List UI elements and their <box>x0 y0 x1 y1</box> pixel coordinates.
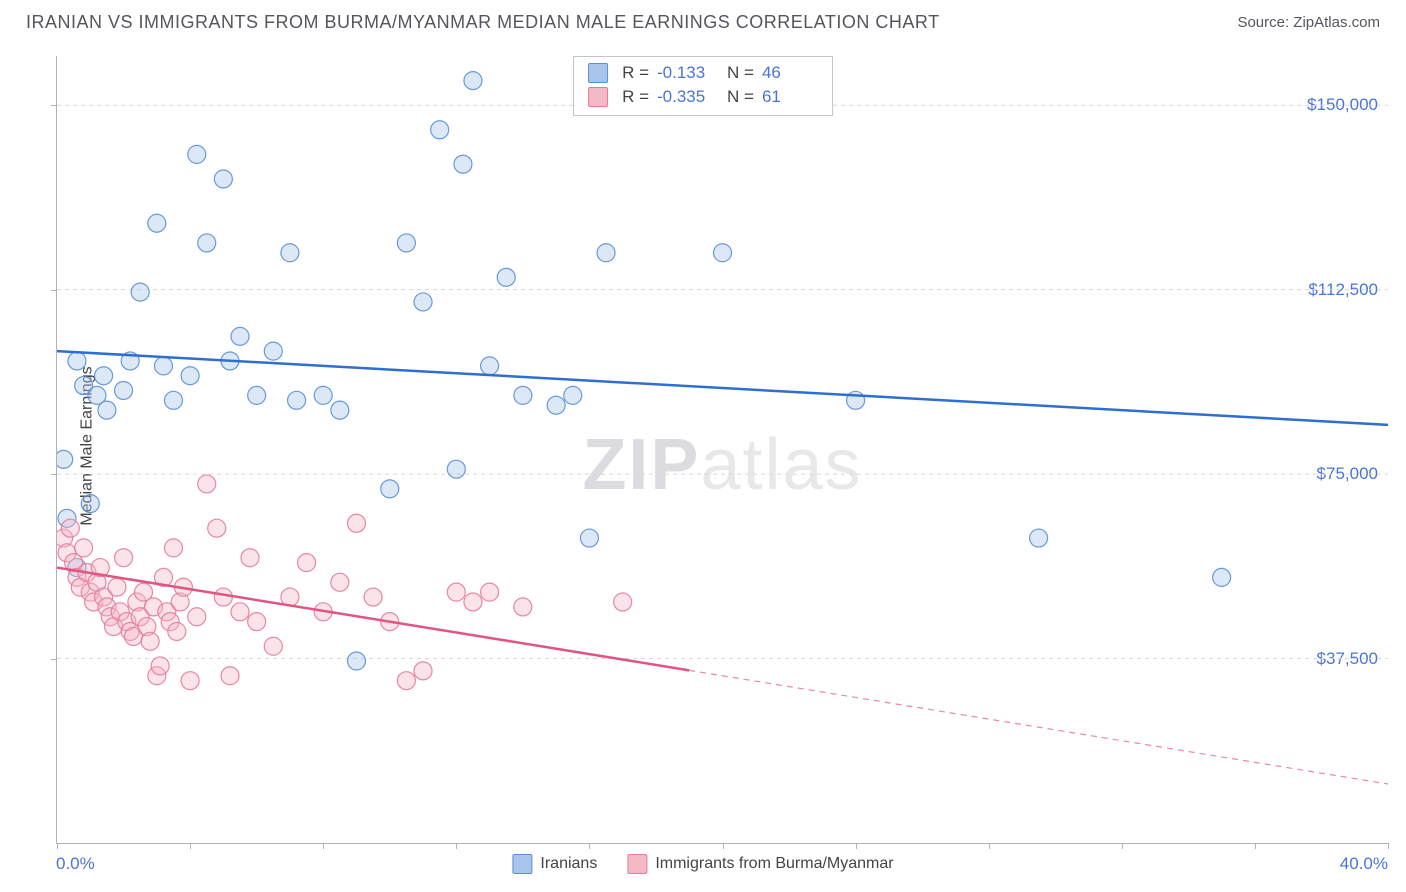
legend-swatch <box>627 854 647 874</box>
source-attribution: Source: ZipAtlas.com <box>1237 14 1380 31</box>
legend-item-burma: Immigrants from Burma/Myanmar <box>627 854 893 874</box>
r-value: -0.335 <box>657 87 713 107</box>
legend-label: Iranians <box>540 855 597 873</box>
n-value: 61 <box>762 87 818 107</box>
correlation-legend: R =-0.133 N =46 R =-0.335 N =61 <box>573 56 833 116</box>
scatter-plot-svg <box>57 56 1388 843</box>
chart-plot-area: ZIPatlas $37,500$75,000$112,500$150,000 <box>56 56 1388 844</box>
n-value: 46 <box>762 63 818 83</box>
chart-title: IRANIAN VS IMMIGRANTS FROM BURMA/MYANMAR… <box>26 12 940 33</box>
correlation-row: R =-0.335 N =61 <box>588 85 818 109</box>
legend-label: Immigrants from Burma/Myanmar <box>655 855 893 873</box>
legend-swatch <box>588 63 608 83</box>
legend-swatch <box>588 87 608 107</box>
correlation-row: R =-0.133 N =46 <box>588 61 818 85</box>
r-value: -0.133 <box>657 63 713 83</box>
legend-swatch <box>512 854 532 874</box>
x-axis-max-label: 40.0% <box>1340 854 1388 874</box>
legend-item-iranians: Iranians <box>512 854 597 874</box>
x-axis-min-label: 0.0% <box>56 854 95 874</box>
legend-bottom: Iranians Immigrants from Burma/Myanmar <box>512 854 893 874</box>
